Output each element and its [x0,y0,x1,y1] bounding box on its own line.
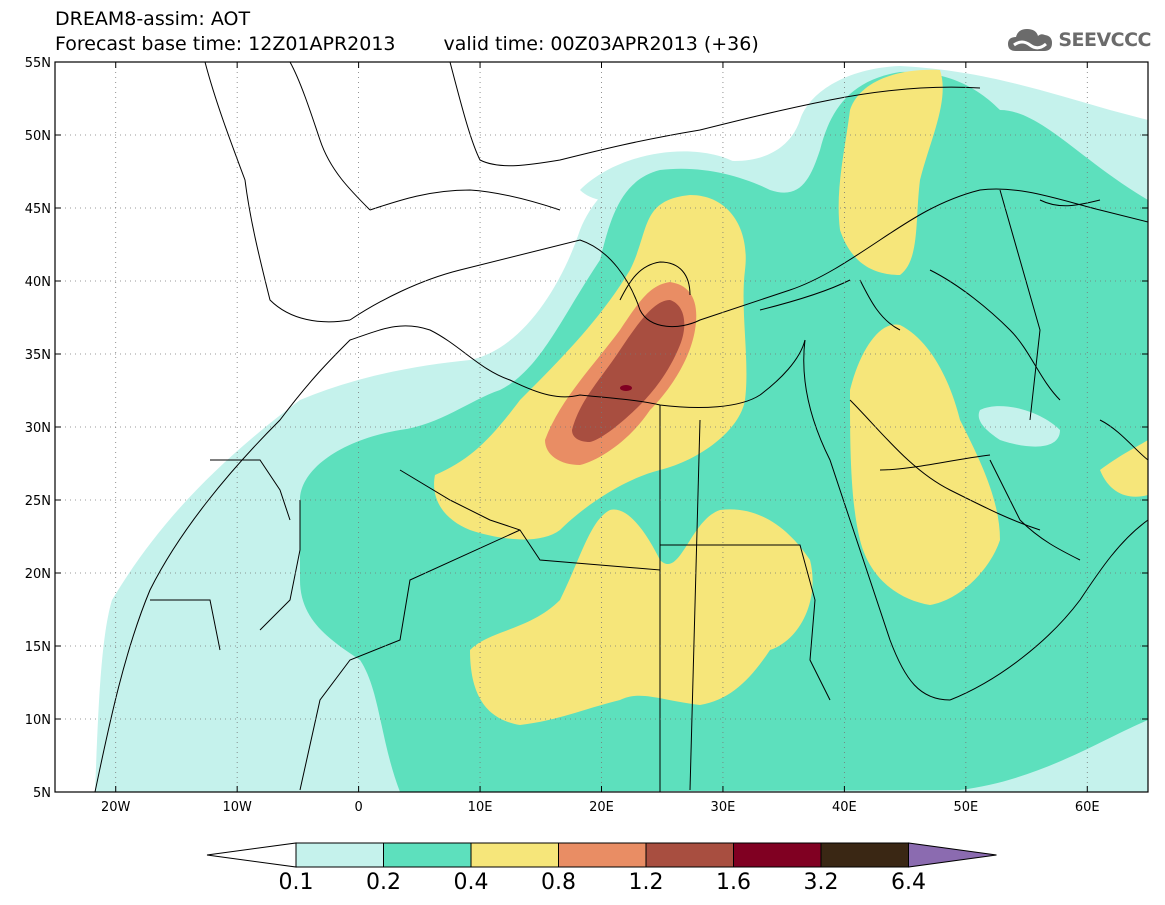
lat-label: 20N [25,567,51,582]
colorbar-arrow-low [206,842,297,868]
valid-time: valid time: 00Z03APR2013 (+36) [443,33,759,55]
colorbar-label: 1.2 [628,870,664,895]
colorbar-box [470,842,559,868]
seevccc-logo: SEEVCCC [1006,24,1151,56]
colorbar-box [733,842,822,868]
lon-label: 60E [1075,800,1100,815]
cloud-icon [1008,29,1053,51]
aot-field [95,66,1148,792]
colorbar-arrow-high [908,842,997,868]
colorbar-label: 0.2 [366,870,401,895]
lon-label: 30E [711,800,736,815]
plot-frame [54,61,1149,793]
graticule [55,62,1148,792]
lat-label: 55N [25,56,51,71]
lat-label: 45N [25,202,51,217]
colorbar-box [645,842,734,868]
lat-label: 25N [25,494,51,509]
colorbar-label: 0.1 [278,870,314,895]
lon-label: 20E [589,800,614,815]
contour-1-6 [620,385,632,391]
lat-label: 40N [25,275,51,290]
contour-1-2 [572,300,685,442]
colorbar-box [383,842,472,868]
lon-label: 10E [468,800,493,815]
logo-text: SEEVCCC [1058,29,1151,51]
colorbar-label: 0.4 [453,870,489,895]
lat-label: 30N [25,421,51,436]
colorbar-label: 3.2 [803,870,839,895]
lat-label: 15N [25,640,51,655]
coastlines [94,62,1148,792]
forecast-base-time: Forecast base time: 12Z01APR2013 [55,33,396,55]
lon-label: 10W [222,800,252,815]
colorbar-label: 1.6 [716,870,751,895]
lon-label: 50E [953,800,978,815]
colorbar-box [558,842,647,868]
colorbar-box [820,842,909,868]
lat-label: 10N [25,713,51,728]
lon-label: 40E [832,800,857,815]
lon-label: 20W [101,800,131,815]
lon-label: 0 [354,800,362,815]
colorbar-label: 6.4 [891,870,926,895]
colorbar [206,842,997,868]
contour-0-4 [434,69,1148,725]
colorbar-label: 0.8 [541,870,576,895]
axis-ticks: 55N 50N 45N 40N 35N 30N 25N 20N 15N 10N 5N 20W 10W 0 1… [25,56,1148,815]
lat-label: 50N [25,129,51,144]
lat-label: 35N [25,348,51,363]
lat-label: 5N [33,786,51,801]
forecast-times: Forecast base time: 12Z01APR2013 valid ti… [55,33,759,55]
map-title: DREAM8-assim: AOT [55,8,251,30]
colorbar-box [295,842,384,868]
